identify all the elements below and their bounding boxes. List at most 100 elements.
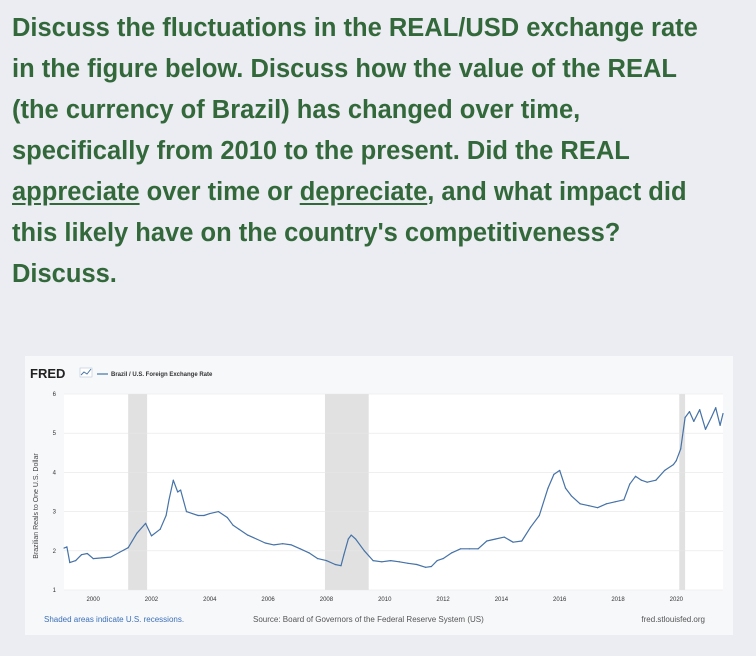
fred-logo-graph-icon	[79, 367, 93, 378]
y-axis-label: Brazilian Reals to One U.S. Dollar	[33, 453, 40, 559]
fred-url[interactable]: fred.stlouisfed.org	[641, 615, 705, 624]
series-line-brl-usd	[63, 407, 724, 568]
data-point	[494, 538, 497, 540]
data-point	[381, 561, 383, 563]
data-point	[688, 411, 691, 413]
appreciate-term: appreciate	[12, 178, 140, 206]
data-point	[177, 491, 179, 493]
question-line: specifically from 2010 to the present. D…	[12, 137, 630, 165]
data-point	[66, 546, 68, 548]
data-point	[150, 535, 153, 537]
depreciate-term: depreciate	[299, 178, 428, 206]
data-point	[680, 448, 682, 450]
question-text: Discuss the fluctuations in the REAL/USD…	[12, 8, 747, 295]
data-point	[273, 544, 275, 546]
data-point	[529, 526, 532, 528]
data-point	[477, 548, 479, 550]
data-point	[101, 557, 103, 559]
data-point	[110, 556, 112, 558]
question-line: (the currency of Brazil) has changed ove…	[12, 96, 581, 124]
recession-band	[679, 394, 686, 590]
question-line: in the figure below. Discuss how the val…	[12, 55, 677, 83]
data-point	[69, 561, 71, 564]
recession-bands	[128, 394, 686, 590]
data-point	[145, 522, 147, 524]
y-tick-label: 4	[53, 470, 57, 476]
recession-band	[128, 394, 148, 590]
data-point	[372, 560, 374, 562]
data-point	[416, 563, 418, 566]
y-tick-label: 5	[53, 431, 57, 437]
data-point	[675, 460, 677, 462]
x-tick-label: 2012	[436, 597, 450, 603]
data-point	[407, 562, 409, 564]
data-point	[290, 544, 293, 546]
x-tick-label: 2020	[670, 597, 684, 603]
data-point	[605, 503, 607, 505]
data-point	[640, 479, 642, 481]
data-point	[559, 469, 561, 472]
data-point	[442, 558, 444, 560]
data-point	[459, 548, 462, 550]
data-point	[629, 483, 631, 485]
data-point	[646, 481, 648, 483]
data-point	[503, 536, 505, 538]
data-point	[436, 560, 438, 562]
data-point	[672, 463, 675, 466]
grid-lines	[64, 393, 723, 591]
data-point	[63, 547, 65, 549]
data-point	[486, 540, 488, 542]
data-point	[570, 495, 572, 497]
data-point	[664, 469, 666, 472]
x-tick-label: 2006	[261, 597, 275, 603]
data-point	[715, 407, 717, 409]
x-tick-label: 2002	[145, 597, 159, 603]
data-point	[197, 514, 199, 517]
data-point	[159, 528, 161, 530]
data-point	[719, 424, 721, 426]
data-point	[363, 550, 365, 552]
data-point	[350, 534, 352, 536]
data-point	[136, 532, 138, 534]
data-point	[325, 560, 328, 562]
data-point	[343, 554, 345, 556]
data-point	[704, 428, 707, 430]
legend-label: Brazil / U.S. Foreign Exchange Rate	[111, 372, 213, 378]
y-tick-label: 3	[53, 510, 57, 516]
x-tick-label: 2008	[320, 597, 334, 603]
x-tick-label: 2018	[611, 597, 625, 603]
data-point	[512, 541, 514, 543]
data-point	[521, 540, 523, 542]
data-point	[203, 514, 205, 517]
question-line: this likely have on the country's compet…	[12, 219, 621, 247]
data-point	[623, 499, 625, 501]
data-point	[588, 505, 590, 507]
data-point	[614, 501, 616, 503]
data-point	[317, 558, 319, 560]
data-point	[655, 479, 657, 481]
data-point	[424, 566, 427, 568]
question-line: Discuss the fluctuations in the REAL/USD…	[12, 14, 698, 42]
data-point	[185, 511, 188, 513]
data-point	[340, 565, 342, 567]
data-point	[165, 514, 167, 517]
data-point	[684, 416, 686, 419]
data-point	[255, 538, 258, 540]
y-tick-label: 1	[53, 588, 57, 594]
data-point	[693, 420, 695, 423]
data-point	[172, 479, 174, 481]
data-point	[238, 528, 240, 530]
data-point	[217, 511, 220, 513]
data-point	[710, 416, 712, 419]
recession-note-link[interactable]: Shaded areas indicate U.S. recessions.	[44, 615, 184, 624]
data-point	[564, 487, 567, 489]
data-point	[226, 516, 228, 519]
data-point	[430, 565, 433, 568]
data-point	[547, 487, 549, 489]
x-tick-label: 2014	[495, 597, 509, 603]
data-point	[118, 551, 121, 553]
x-tick-label: 2000	[86, 597, 100, 603]
question-line: Discuss.	[12, 260, 117, 288]
data-point	[347, 538, 349, 540]
y-tick-label: 2	[53, 549, 57, 555]
